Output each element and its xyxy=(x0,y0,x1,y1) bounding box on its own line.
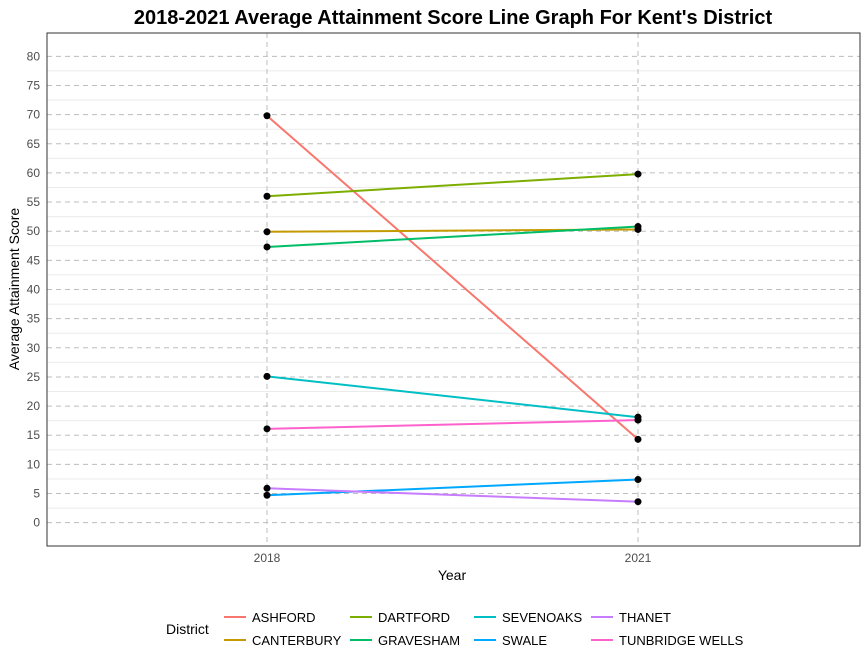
y-tick-label: 40 xyxy=(27,283,41,297)
data-point-dartford xyxy=(634,170,642,178)
data-point-ashford xyxy=(634,435,642,443)
data-point-tunbridge-wells xyxy=(263,425,271,433)
data-point-swale xyxy=(263,491,271,499)
legend: ASHFORD CANTERBURY DARTFORD GRAVESHAM SEVENO… xyxy=(224,610,744,648)
y-tick-label: 65 xyxy=(27,137,41,151)
legend-item: ASHFORD xyxy=(224,610,316,625)
x-tick-label: 2018 xyxy=(254,551,281,565)
y-axis-ticks: 0 5 10 15 20 25 30 35 40 45 50 55 60 65 70 75 80 xyxy=(27,49,41,529)
y-tick-label: 20 xyxy=(27,399,41,413)
legend-label: TUNBRIDGE WELLS xyxy=(619,633,744,648)
y-tick-label: 75 xyxy=(27,78,41,92)
legend-label: SEVENOAKS xyxy=(502,610,583,625)
data-point-canterbury xyxy=(263,228,271,236)
data-point-thanet xyxy=(263,484,271,492)
legend-item: GRAVESHAM xyxy=(350,633,460,648)
x-tick-label: 2021 xyxy=(625,551,652,565)
data-point-sevenoaks xyxy=(263,372,271,380)
legend-item: CANTERBURY xyxy=(224,633,342,648)
legend-item: SEVENOAKS xyxy=(474,610,583,625)
legend-title: District xyxy=(166,621,209,637)
series-line-gravesham xyxy=(266,225,639,248)
y-tick-label: 10 xyxy=(27,457,41,471)
y-tick-label: 0 xyxy=(33,516,40,530)
legend-item: TUNBRIDGE WELLS xyxy=(591,633,744,648)
grid xyxy=(47,33,860,546)
data-point-gravesham xyxy=(634,223,642,231)
y-tick-label: 50 xyxy=(27,224,41,238)
legend-item: SWALE xyxy=(474,633,547,648)
legend-item: THANET xyxy=(591,610,671,625)
y-tick-label: 35 xyxy=(27,312,41,326)
legend-item: DARTFORD xyxy=(350,610,450,625)
series-line-swale xyxy=(266,478,639,497)
series-line-dartford xyxy=(266,173,639,198)
chart-title: 2018-2021 Average Attainment Score Line … xyxy=(134,7,773,29)
legend-label: GRAVESHAM xyxy=(378,633,460,648)
y-tick-label: 15 xyxy=(27,428,41,442)
legend-label: DARTFORD xyxy=(378,610,450,625)
series-lines xyxy=(266,115,639,503)
series-line-sevenoaks xyxy=(266,375,639,419)
y-tick-label: 80 xyxy=(27,49,41,63)
x-axis-title: Year xyxy=(438,567,467,583)
y-tick-label: 70 xyxy=(27,108,41,122)
y-axis-title: Average Attainment Score xyxy=(6,208,22,371)
data-point-gravesham xyxy=(263,243,271,251)
plot-panel-border xyxy=(46,32,861,547)
legend-label: CANTERBURY xyxy=(252,633,342,648)
series-line-ashford xyxy=(266,115,639,441)
y-tick-label: 30 xyxy=(27,341,41,355)
legend-label: ASHFORD xyxy=(252,610,316,625)
series-line-tunbridge-wells xyxy=(266,419,639,430)
legend-label: SWALE xyxy=(502,633,547,648)
x-axis-ticks: 2018 2021 xyxy=(254,551,652,565)
y-tick-label: 5 xyxy=(33,487,40,501)
data-point-ashford xyxy=(263,112,271,120)
data-points xyxy=(263,112,642,506)
data-point-swale xyxy=(634,476,642,484)
y-tick-label: 45 xyxy=(27,253,41,267)
y-tick-label: 60 xyxy=(27,166,41,180)
data-point-thanet xyxy=(634,498,642,506)
y-tick-label: 25 xyxy=(27,370,41,384)
series-line-thanet xyxy=(266,487,639,503)
y-tick-label: 55 xyxy=(27,195,41,209)
data-point-dartford xyxy=(263,192,271,200)
legend-label: THANET xyxy=(619,610,671,625)
data-point-tunbridge-wells xyxy=(634,416,642,424)
